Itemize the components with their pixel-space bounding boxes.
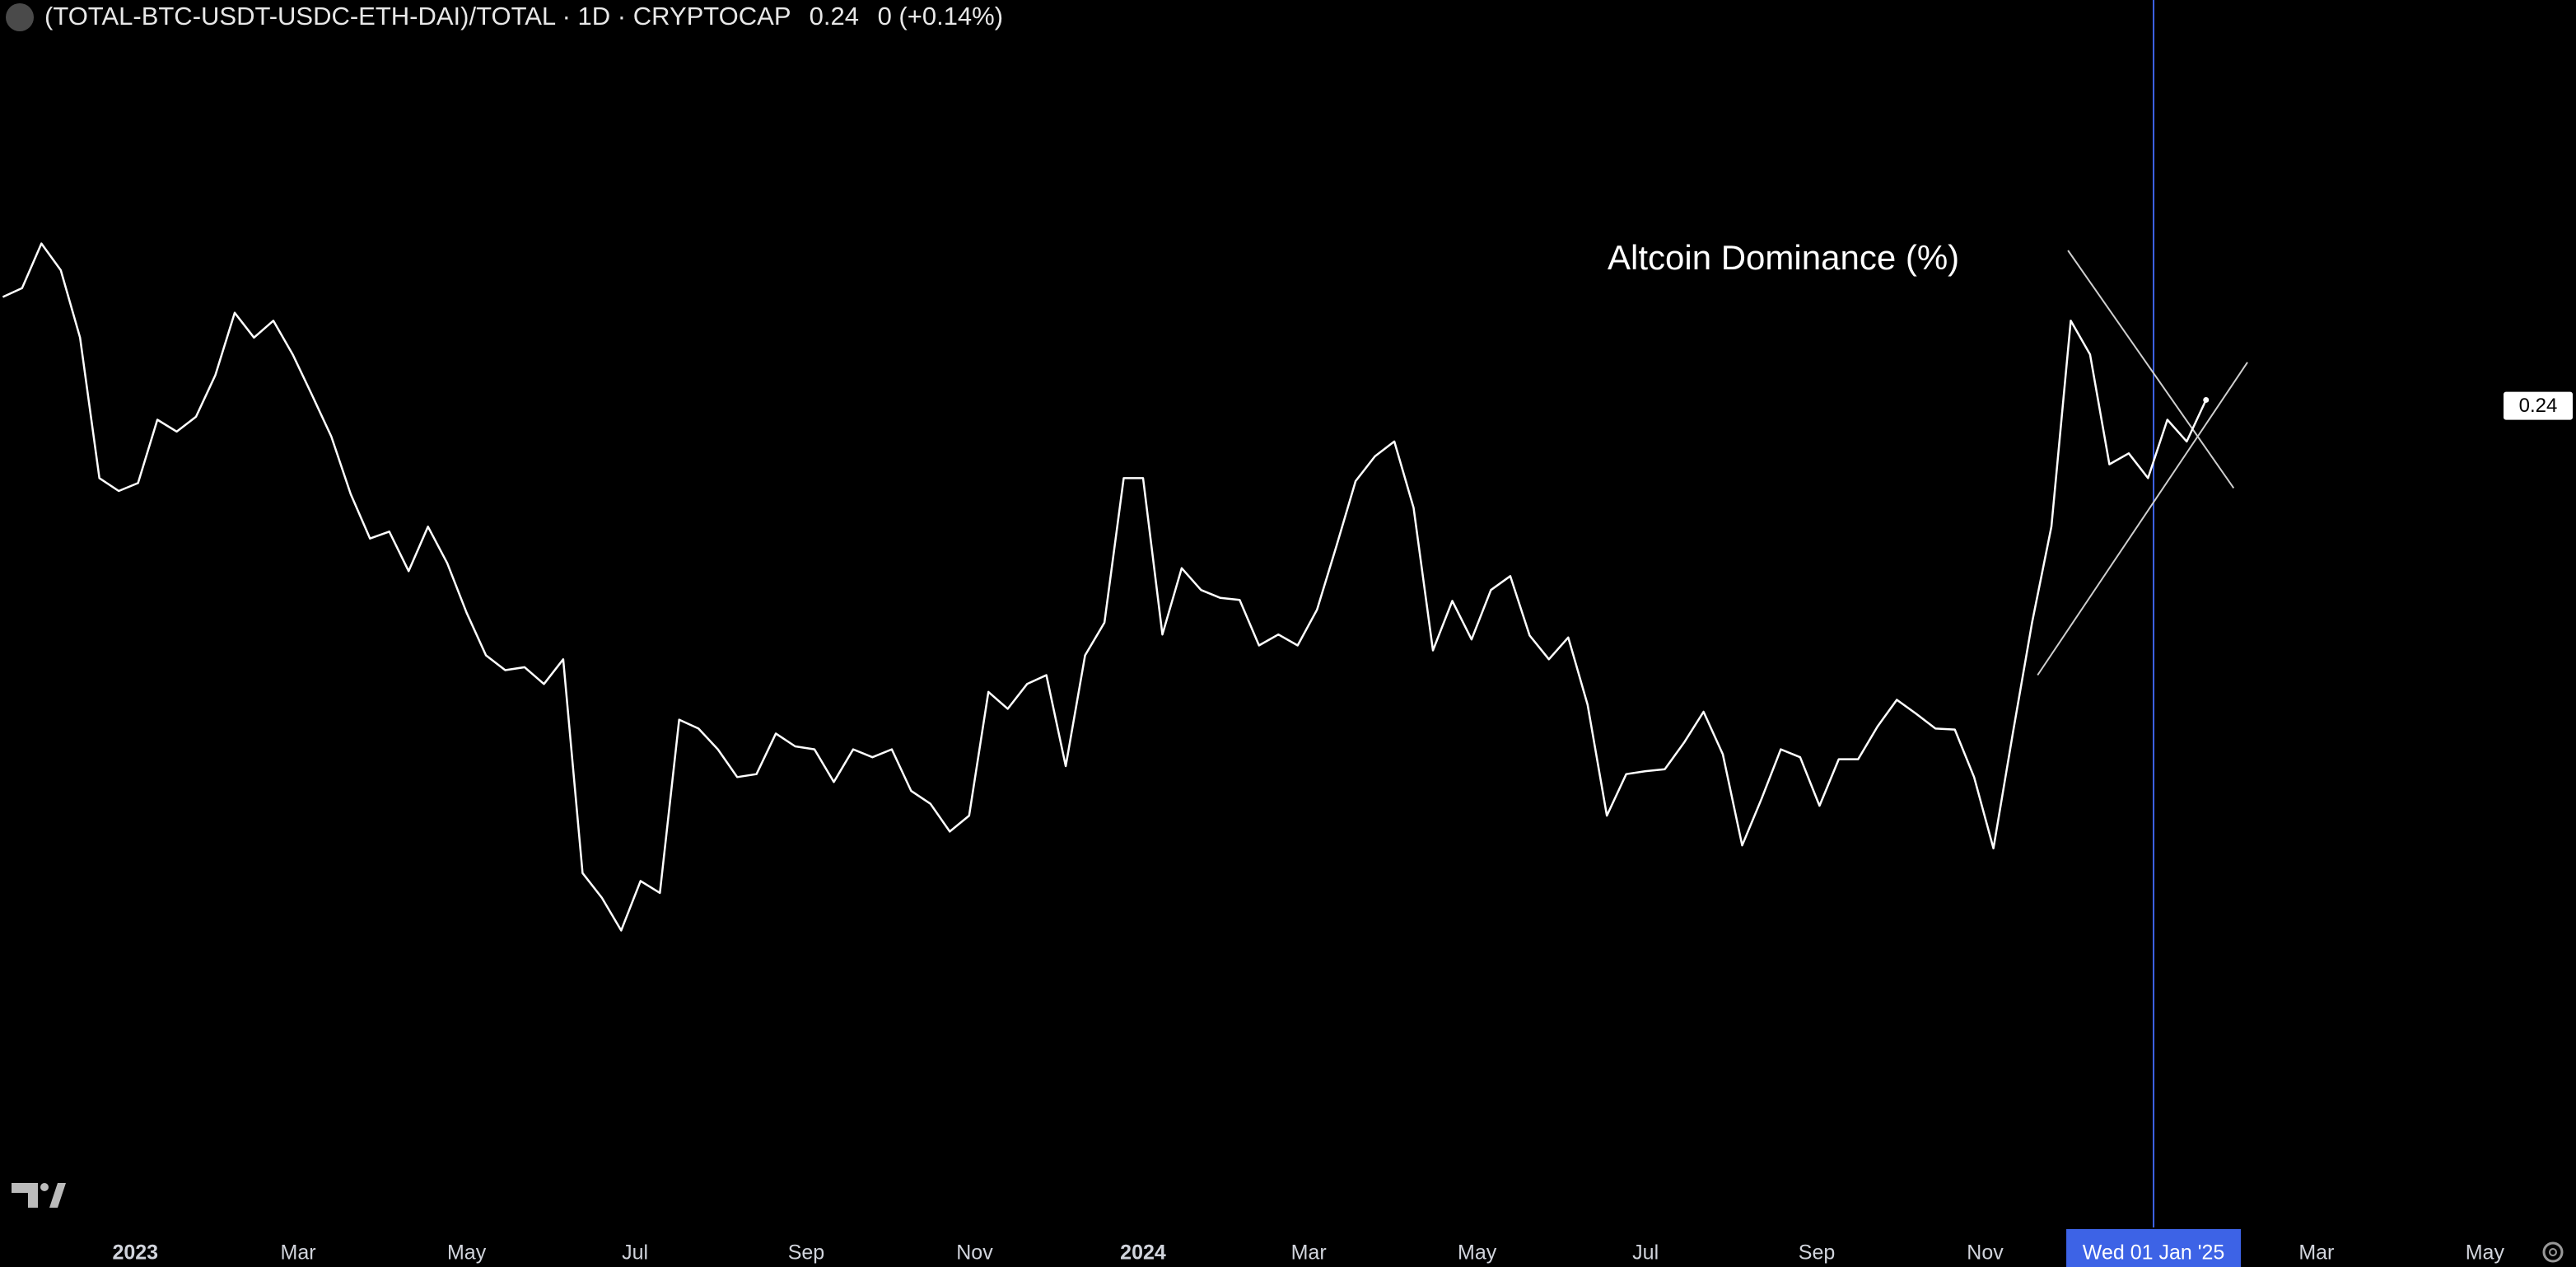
trendline	[2037, 362, 2248, 676]
header: (TOTAL-BTC-USDT-USDC-ETH-DAI)/TOTAL · 1D…	[44, 2, 1003, 30]
x-tick-label: May	[447, 1241, 487, 1265]
x-tick-label: 2023	[112, 1241, 158, 1265]
x-tick-label: May	[1458, 1241, 1497, 1265]
gear[interactable]	[2542, 1241, 2564, 1263]
price-label-box	[2504, 391, 2573, 420]
symbol-icon[interactable]	[6, 3, 34, 31]
x-tick-label: Jul	[622, 1241, 648, 1265]
logo-part	[40, 1183, 49, 1191]
x-tick-label: Mar	[281, 1241, 316, 1265]
last-value: 0.24	[810, 2, 859, 30]
x-tick-label: Mar	[2298, 1241, 2334, 1265]
logo-part	[49, 1183, 66, 1208]
price-label: 0.24	[2519, 395, 2558, 417]
x-tick-label: Sep	[1799, 1241, 1835, 1265]
last-point	[2203, 396, 2210, 403]
x-tick-label: Mar	[1291, 1241, 1327, 1265]
tv-logo	[12, 1183, 66, 1208]
settings-icon[interactable]	[2542, 1241, 2564, 1263]
x-tick-label: May	[2466, 1241, 2505, 1265]
trendline	[2067, 250, 2235, 489]
gear-center[interactable]	[2549, 1248, 2557, 1256]
x-tick-label: Sep	[788, 1241, 824, 1265]
change: 0 (+0.14%)	[878, 2, 1004, 30]
x-tick-label: Nov	[956, 1241, 993, 1265]
annotation: Altcoin Dominance (%)	[1608, 238, 1959, 277]
crosshair-label: Wed 01 Jan '25	[2083, 1241, 2225, 1265]
x-tick-label: Nov	[1967, 1241, 2004, 1265]
crosshair-label-box	[2066, 1229, 2242, 1267]
chart-title: (TOTAL-BTC-USDT-USDC-ETH-DAI)/TOTAL · 1D…	[44, 2, 791, 30]
logo-part	[12, 1183, 38, 1208]
price-line	[2, 242, 2207, 932]
x-tick-label: Jul	[1632, 1241, 1659, 1265]
x-tick-label: 2024	[1120, 1241, 1166, 1265]
